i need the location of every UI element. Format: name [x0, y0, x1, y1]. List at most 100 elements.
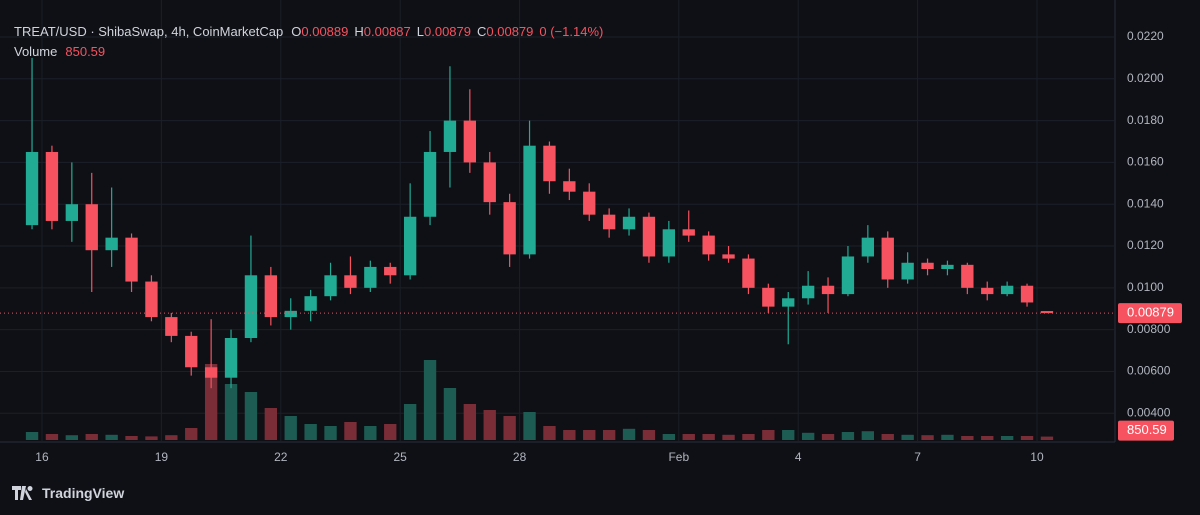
volume-bar	[722, 434, 735, 440]
candle-body	[682, 229, 695, 236]
volume-bar	[682, 434, 695, 440]
volume-bar	[85, 434, 98, 440]
candle-body	[423, 151, 437, 217]
volume-bar	[344, 422, 357, 440]
volume-bar	[145, 436, 158, 440]
volume-bar	[583, 430, 596, 440]
candle-body	[204, 367, 218, 378]
volume-name: Volume	[14, 44, 58, 59]
ohlc-value: 0.00889	[301, 24, 349, 39]
volume-bar	[1020, 436, 1034, 440]
candle-body	[364, 266, 377, 288]
x-tick-label: Feb	[668, 450, 689, 464]
candle-body	[165, 317, 178, 336]
brand-name: TradingView	[42, 485, 125, 501]
brand-logo	[12, 486, 33, 500]
ohlc-key: C	[477, 24, 487, 39]
volume-bar	[821, 434, 835, 440]
candle-body	[622, 216, 636, 230]
candle-body	[503, 202, 516, 255]
volume-bar	[364, 426, 377, 440]
volume-bar	[543, 426, 556, 440]
volume-box	[1118, 420, 1174, 441]
volume-bar	[782, 430, 795, 440]
volume-bar	[45, 434, 59, 440]
ohlc-value: 0.00879	[486, 24, 534, 39]
volume-bar	[105, 434, 118, 440]
candle-body	[284, 310, 297, 318]
y-tick-label: 0.0160	[1127, 155, 1164, 169]
candle-body	[782, 298, 795, 307]
volume-bar	[423, 360, 437, 440]
candle-body	[642, 216, 656, 257]
candle-body	[244, 275, 258, 338]
y-tick-label: 0.00400	[1127, 405, 1171, 419]
volume-bar	[762, 430, 775, 440]
symbol-title: TREAT/USD · ShibaSwap, 4h, CoinMarketCap	[14, 24, 284, 39]
x-tick-label: 25	[394, 450, 408, 464]
x-tick-label: 28	[513, 450, 527, 464]
candle-body	[85, 204, 98, 251]
volume-bar	[324, 426, 337, 440]
candle-body	[762, 287, 775, 307]
volume-bar	[463, 404, 477, 440]
volume-bar	[602, 430, 616, 440]
candle-body	[742, 258, 755, 288]
candle-body	[324, 275, 337, 297]
volume-bar	[1000, 436, 1014, 440]
y-tick-label: 0.0220	[1127, 29, 1164, 43]
candle-body	[841, 256, 855, 295]
candle-body	[304, 296, 317, 311]
candle-body	[961, 264, 974, 288]
candle-body	[463, 120, 477, 163]
candle-body	[403, 216, 417, 276]
legend-row: TREAT/USD · ShibaSwap, 4h, CoinMarketCap…	[14, 22, 609, 42]
volume-bar	[642, 430, 656, 440]
volume-bar	[204, 364, 218, 440]
candle-body	[145, 281, 158, 318]
candle-body	[662, 229, 676, 257]
y-tick-label: 0.0180	[1127, 113, 1164, 127]
volume-bar	[483, 410, 496, 440]
candle-body	[821, 285, 835, 295]
brand: TradingView	[12, 485, 124, 501]
volume-label: 850.59	[1127, 422, 1167, 437]
legend: TREAT/USD · ShibaSwap, 4h, CoinMarketCap…	[14, 22, 609, 62]
volume-bar	[284, 416, 297, 440]
candle-body	[344, 275, 357, 288]
volume-bar	[1040, 436, 1054, 440]
candle-body	[1020, 285, 1034, 303]
volume-bar	[185, 428, 198, 440]
volume-bar	[443, 388, 457, 440]
volume-bar	[801, 432, 815, 440]
candle-body	[523, 145, 536, 255]
y-tick-label: 0.0120	[1127, 238, 1164, 252]
candle-body	[384, 266, 397, 276]
candle-body	[185, 335, 198, 368]
ohlc-value: 0.00879	[424, 24, 471, 39]
volume-bar	[384, 424, 397, 440]
x-tick-label: 7	[914, 450, 921, 464]
candle-body	[264, 275, 278, 318]
x-tick-label: 22	[274, 450, 288, 464]
candle-body	[543, 145, 556, 182]
volume-bar	[503, 416, 516, 440]
candle-body	[1040, 311, 1054, 314]
last-price-box	[1118, 303, 1182, 324]
y-tick-label: 0.0200	[1127, 71, 1164, 85]
candle-body	[921, 262, 934, 270]
volume-bar	[403, 404, 417, 440]
volume-bar	[563, 430, 576, 440]
volume-bar	[901, 434, 914, 440]
y-tick-label: 0.0140	[1127, 196, 1164, 210]
y-tick-label: 0.00800	[1127, 322, 1171, 336]
candle-body	[65, 204, 79, 221]
last-price-label: 0.00879	[1127, 305, 1174, 320]
volume-bar	[861, 431, 875, 440]
volume-bar	[622, 428, 636, 440]
candle-body	[901, 262, 914, 280]
volume-bar	[961, 436, 974, 440]
